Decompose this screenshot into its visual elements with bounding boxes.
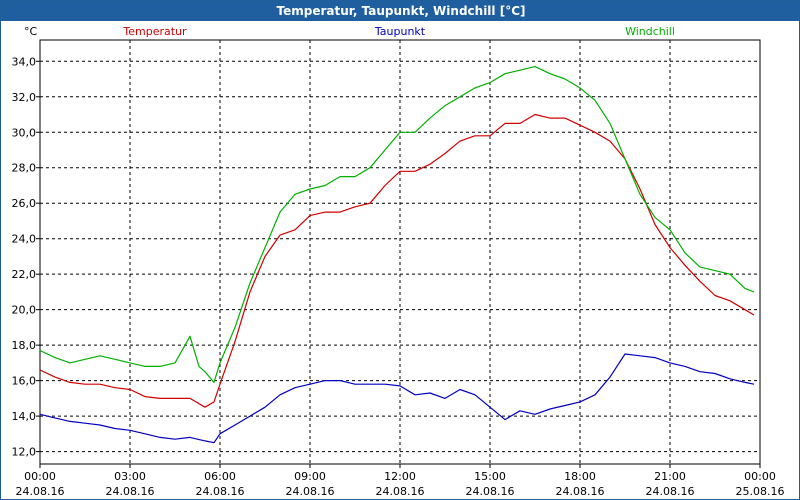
y-tick-label: 30,0 <box>12 126 37 139</box>
y-tick-label: 24,0 <box>12 233 37 246</box>
x-tick-time-label: 12:00 <box>384 470 416 483</box>
y-tick-label: 26,0 <box>12 197 37 210</box>
x-tick-date-label: 24.08.16 <box>376 485 425 498</box>
series-line-windchill <box>39 65 755 383</box>
x-tick-date-label: 24.08.16 <box>556 485 605 498</box>
x-tick-date-label: 24.08.16 <box>466 485 515 498</box>
x-tick-time-label: 06:00 <box>204 470 236 483</box>
x-tick-time-label: 15:00 <box>474 470 506 483</box>
y-tick-label: 12,0 <box>12 446 37 459</box>
y-tick-label: 28,0 <box>12 162 37 175</box>
series-line-taupunkt <box>39 353 755 444</box>
x-tick-time-label: 21:00 <box>654 470 686 483</box>
y-tick-label: 18,0 <box>12 339 37 352</box>
x-tick-time-label: 00:00 <box>744 470 776 483</box>
y-tick-label: 34,0 <box>12 55 37 68</box>
x-tick-date-label: 25.08.16 <box>736 485 785 498</box>
x-tick-date-label: 24.08.16 <box>16 485 65 498</box>
legend-windchill: Windchill <box>625 25 675 38</box>
y-tick-label: 22,0 <box>12 268 37 281</box>
x-tick-date-label: 24.08.16 <box>646 485 695 498</box>
y-tick-label: 20,0 <box>12 304 37 317</box>
x-tick-time-label: 09:00 <box>294 470 326 483</box>
y-tick-label: 16,0 <box>12 375 37 388</box>
legend-taupunkt: Taupunkt <box>374 25 426 38</box>
x-tick-time-label: 18:00 <box>564 470 596 483</box>
legend-temperatur: Temperatur <box>122 25 187 38</box>
series-line-temperatur <box>39 113 755 408</box>
x-tick-time-label: 00:00 <box>24 470 56 483</box>
y-axis-unit-label: °C <box>24 25 38 38</box>
y-tick-label: 14,0 <box>12 410 37 423</box>
x-tick-time-label: 03:00 <box>114 470 146 483</box>
x-tick-date-label: 24.08.16 <box>106 485 155 498</box>
window-title: Temperatur, Taupunkt, Windchill [°C] <box>1 1 800 21</box>
y-tick-label: 32,0 <box>12 91 37 104</box>
x-tick-date-label: 24.08.16 <box>196 485 245 498</box>
x-tick-date-label: 24.08.16 <box>286 485 335 498</box>
